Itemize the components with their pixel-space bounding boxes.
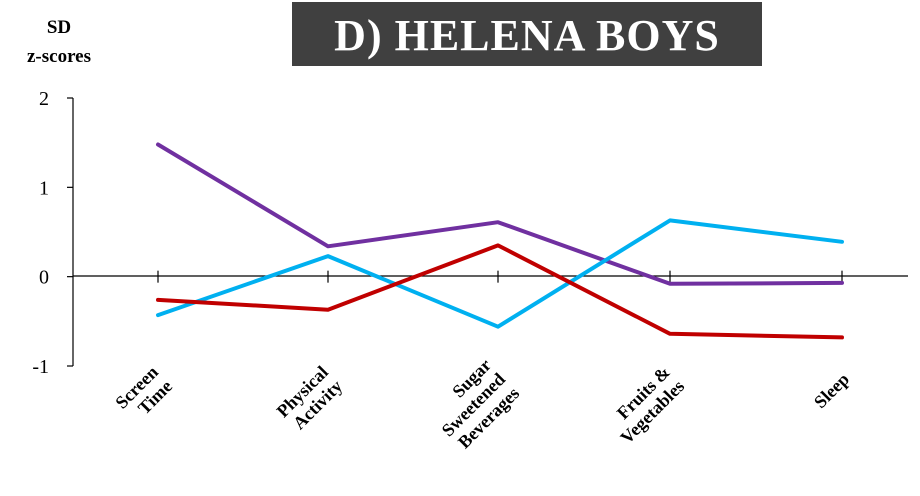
y-tick-label: 0 (39, 267, 49, 289)
series-line-1 (156, 142, 844, 286)
series-layer (156, 142, 844, 340)
y-tick-label: 1 (39, 177, 49, 199)
category-label: Sleep (810, 369, 853, 412)
title-banner (292, 2, 762, 66)
series-line-3 (156, 243, 844, 340)
y-axis-label-line-1: SD (47, 17, 71, 38)
category-label-line: Sleep (810, 369, 853, 412)
series-line-2 (156, 218, 844, 329)
y-axis-label-line-2: z-scores (27, 46, 91, 67)
y-tick-label: 2 (39, 88, 49, 110)
category-label: Fruits &Vegetables (613, 362, 688, 448)
y-tick-label: -1 (32, 356, 49, 378)
chart-title: D) HELENA BOYS (334, 11, 720, 60)
x-ticks (157, 270, 843, 283)
y-ticks: -1 0 1 2 (32, 88, 73, 378)
